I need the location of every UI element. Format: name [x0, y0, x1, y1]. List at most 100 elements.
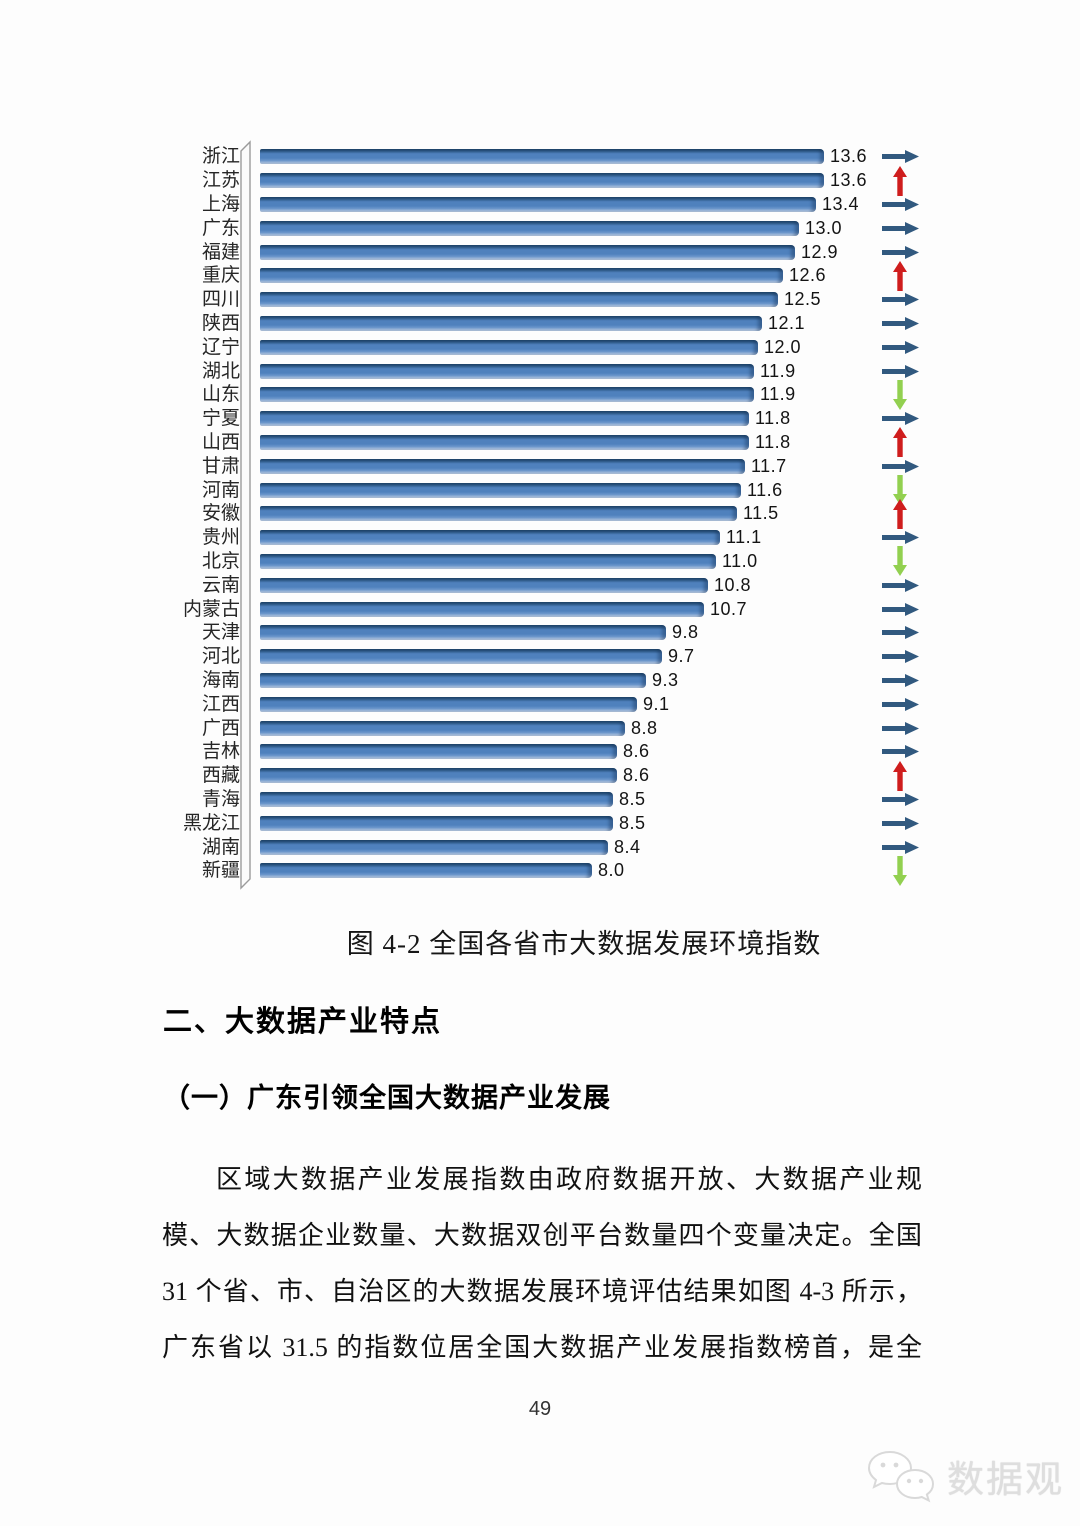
province-label: 陕西 — [201, 312, 240, 334]
province-label: 辽宁 — [201, 336, 240, 358]
bar — [260, 863, 592, 879]
chart-row: 天津 9.8 — [150, 621, 940, 645]
value-label: 11.8 — [755, 408, 791, 429]
bar-track: 9.1 — [252, 694, 874, 715]
value-label: 13.4 — [822, 193, 860, 214]
chart-row: 吉林 8.6 — [150, 740, 940, 764]
trend-flat-arrow-icon — [874, 840, 926, 854]
value-label: 9.7 — [668, 646, 695, 667]
bar-track: 13.4 — [252, 194, 874, 215]
bar — [260, 411, 749, 427]
bar-track: 11.1 — [252, 527, 874, 548]
province-label: 湖北 — [201, 360, 240, 382]
bar-track: 9.3 — [252, 670, 874, 691]
page-number: 49 — [528, 1398, 552, 1420]
province-label: 浙江 — [201, 146, 240, 168]
value-label: 11.6 — [747, 479, 783, 500]
trend-up-arrow-icon — [874, 260, 926, 291]
bar-track: 11.5 — [252, 503, 874, 524]
bar — [260, 458, 745, 474]
bar-track: 11.7 — [252, 456, 874, 477]
province-label: 黑龙江 — [182, 812, 240, 834]
value-label: 12.9 — [801, 241, 839, 262]
chart-row: 湖南 8.4 — [150, 835, 940, 859]
province-label: 四川 — [201, 289, 240, 311]
chart-row: 江苏 13.6 — [150, 165, 940, 196]
bar-track: 11.0 — [252, 551, 874, 572]
bar — [260, 292, 778, 308]
chart-row: 辽宁 12.0 — [150, 335, 940, 359]
value-label: 12.5 — [784, 289, 822, 310]
value-label: 10.8 — [714, 574, 752, 595]
province-label: 河北 — [201, 646, 240, 668]
section-heading: 二、大数据产业特点 — [163, 1006, 443, 1038]
trend-flat-arrow-icon — [874, 459, 926, 473]
chart-row: 北京 11.0 — [150, 546, 940, 577]
chart-row: 宁夏 11.8 — [150, 407, 940, 431]
watermark: 数据观 — [865, 1448, 1064, 1504]
value-label: 10.7 — [710, 598, 748, 619]
trend-down-arrow-icon — [874, 475, 926, 506]
value-label: 13.6 — [830, 170, 868, 191]
chart-row: 广西 8.8 — [150, 716, 940, 740]
province-label: 广东 — [201, 217, 240, 239]
axis-wall-3d-icon — [240, 140, 251, 890]
value-label: 11.9 — [760, 384, 796, 405]
bar — [260, 768, 617, 784]
chart-row: 山东 11.9 — [150, 379, 940, 410]
province-label: 云南 — [201, 574, 240, 596]
chart-row: 上海 13.4 — [150, 193, 940, 217]
bar-track: 13.6 — [252, 146, 874, 167]
chart-row: 浙江 13.6 — [150, 145, 940, 169]
bar-track: 11.9 — [252, 384, 874, 405]
trend-flat-arrow-icon — [874, 792, 926, 806]
trend-down-arrow-icon — [874, 379, 926, 410]
value-label: 9.1 — [643, 693, 670, 714]
trend-flat-arrow-icon — [874, 197, 926, 211]
trend-flat-arrow-icon — [874, 293, 926, 307]
value-label: 8.0 — [598, 860, 625, 881]
body-paragraph: 区域大数据产业发展指数由政府数据开放、大数据产业规 模、大数据企业数量、大数据双… — [162, 1152, 922, 1376]
trend-down-arrow-icon — [874, 546, 926, 577]
bar-track: 8.8 — [252, 718, 874, 739]
bar-track: 12.6 — [252, 265, 874, 286]
bar-track: 8.4 — [252, 837, 874, 858]
province-label: 江西 — [201, 693, 240, 715]
trend-flat-arrow-icon — [874, 412, 926, 426]
value-label: 8.4 — [614, 836, 641, 857]
figure-caption: 图 4-2 全国各省市大数据发展环境指数 — [346, 929, 822, 959]
province-label: 青海 — [201, 788, 240, 810]
bar — [260, 839, 608, 855]
chart-rows: 浙江 13.6 江苏 13.6 上海 13.4 广东 13.0 福建 12.9 重庆 12.6 四川 12… — [150, 145, 940, 886]
value-label: 9.3 — [652, 669, 679, 690]
bar-track: 11.9 — [252, 361, 874, 382]
bar-track: 9.8 — [252, 622, 874, 643]
trend-flat-arrow-icon — [874, 531, 926, 545]
subsection-heading: （一）广东引领全国大数据产业发展 — [163, 1083, 611, 1113]
value-label: 11.9 — [760, 360, 796, 381]
watermark-text: 数据观 — [947, 1459, 1064, 1500]
province-label: 安徽 — [201, 503, 240, 525]
paragraph-line: 31 个省、市、自治区的大数据发展环境评估结果如图 4-3 所示， — [162, 1277, 922, 1306]
trend-flat-arrow-icon — [874, 150, 926, 164]
bar-track: 12.5 — [252, 289, 874, 310]
bar-track: 13.6 — [252, 170, 874, 191]
bar — [260, 363, 754, 379]
bar-track: 12.0 — [252, 337, 874, 358]
bar — [260, 196, 816, 212]
province-label: 甘肃 — [201, 455, 240, 477]
trend-up-arrow-icon — [874, 427, 926, 458]
value-label: 8.8 — [631, 717, 658, 738]
trend-flat-arrow-icon — [874, 340, 926, 354]
bar-track: 12.9 — [252, 242, 874, 263]
chart-row: 四川 12.5 — [150, 288, 940, 312]
bar — [260, 149, 824, 165]
chart-row: 河北 9.7 — [150, 645, 940, 669]
bar — [260, 506, 737, 522]
value-label: 9.8 — [672, 622, 699, 643]
paragraph-line: 模、大数据企业数量、大数据双创平台数量四个变量决定。全国 — [162, 1221, 922, 1250]
value-label: 12.1 — [768, 312, 806, 333]
chart-row: 安徽 11.5 — [150, 498, 940, 529]
province-label: 吉林 — [201, 741, 240, 763]
